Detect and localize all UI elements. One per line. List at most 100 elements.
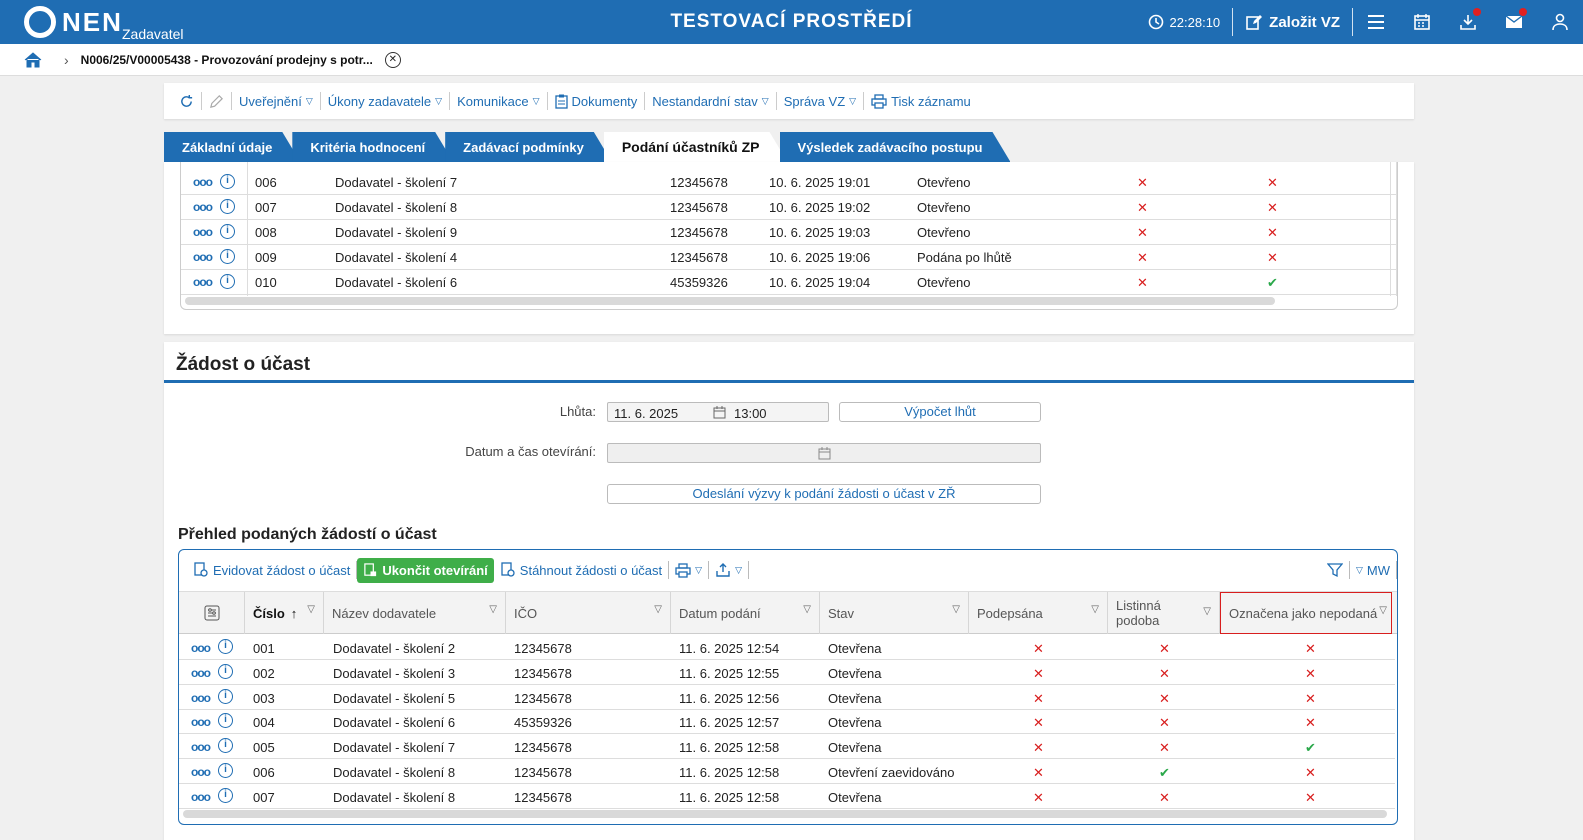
column-number[interactable]: Číslo ↑ ▽ xyxy=(245,592,324,634)
table-row[interactable]: ooo i 009 Dodavatel - školení 4 12345678… xyxy=(181,245,1397,270)
info-icon[interactable]: i xyxy=(218,639,233,654)
more-icon[interactable]: ooo xyxy=(193,200,213,214)
action-contracting-tasks[interactable]: Úkony zadavatele ▽ xyxy=(321,92,451,110)
table-row[interactable]: ooo i 001 Dodavatel - školení 2 12345678 11. … xyxy=(179,635,1395,660)
edit-button[interactable] xyxy=(202,92,232,110)
info-icon[interactable]: i xyxy=(218,738,233,754)
user-button[interactable] xyxy=(1537,0,1583,44)
table-row[interactable]: ooo i 006 Dodavatel - školení 8 12345678 11. … xyxy=(179,759,1395,784)
download-button[interactable] xyxy=(1445,0,1491,44)
table-row[interactable]: ooo i 006 Dodavatel - školení 7 12345678… xyxy=(181,170,1397,195)
notification-dot xyxy=(1473,8,1481,16)
nen-logo[interactable]: NEN xyxy=(24,5,123,39)
more-icon[interactable]: ooo xyxy=(191,641,211,655)
send-invitation-button[interactable]: Odeslání výzvy k podání žádosti o účast … xyxy=(607,484,1041,504)
column-state[interactable]: Stav ▽ xyxy=(820,592,969,634)
info-icon[interactable]: i xyxy=(218,787,233,803)
table-row[interactable]: ooo i 007 Dodavatel - školení 8 12345678 11. … xyxy=(179,784,1395,809)
calendar-button[interactable] xyxy=(1399,0,1445,44)
filter-icon[interactable]: ▽ xyxy=(803,604,811,615)
more-icon[interactable]: ooo xyxy=(193,275,213,289)
home-icon[interactable] xyxy=(24,51,42,69)
table-row[interactable]: ooo i 002 Dodavatel - školení 3 12345678 11. … xyxy=(179,660,1395,685)
mail-button[interactable] xyxy=(1491,0,1537,44)
filter-icon[interactable]: ▽ xyxy=(1203,606,1211,617)
column-paper-form[interactable]: Listinná podoba ▽ xyxy=(1108,592,1220,634)
table-row[interactable]: ooo i 004 Dodavatel - školení 6 45359326 11. … xyxy=(179,709,1395,735)
table-row[interactable]: ooo i 007 Dodavatel - školení 8 12345678… xyxy=(181,195,1397,220)
print-menu-button[interactable]: ▽ xyxy=(669,562,708,578)
tab-tender-conditions[interactable]: Zadávací podmínky xyxy=(445,132,612,162)
action-communication[interactable]: Komunikace ▽ xyxy=(450,92,548,110)
breadcrumb-title[interactable]: N006/25/V00005438 - Provozování prodejny… xyxy=(80,52,373,67)
view-menu-button[interactable]: ▽ MW xyxy=(1355,562,1390,578)
calc-deadlines-button[interactable]: Výpočet lhůt xyxy=(839,402,1041,422)
info-icon[interactable]: i xyxy=(220,274,235,289)
filter-icon[interactable]: ▽ xyxy=(489,604,497,615)
cell-supplier-name: Dodavatel - školení 7 xyxy=(333,740,456,756)
dropdown-icon: ▽ xyxy=(532,95,540,106)
filter-icon[interactable]: ▽ xyxy=(654,604,662,615)
action-documents[interactable]: Dokumenty xyxy=(548,92,646,110)
open-datetime-field[interactable] xyxy=(607,443,1041,463)
column-settings-button[interactable] xyxy=(179,592,245,634)
tab-evaluation-criteria[interactable]: Kritéria hodnocení xyxy=(292,132,453,162)
info-icon[interactable]: i xyxy=(220,249,235,264)
calendar-icon[interactable] xyxy=(818,447,831,460)
horizontal-scrollbar[interactable] xyxy=(185,297,1275,305)
more-icon[interactable]: ooo xyxy=(193,175,213,189)
more-icon[interactable]: ooo xyxy=(191,765,211,779)
table-row[interactable]: ooo i 010 Dodavatel - školení 6 45359326… xyxy=(181,270,1397,295)
info-icon[interactable]: i xyxy=(218,688,233,704)
info-icon[interactable]: i xyxy=(220,174,235,189)
more-icon[interactable]: ooo xyxy=(191,740,211,755)
filter-icon[interactable]: ▽ xyxy=(307,604,315,615)
cross-icon: ✕ xyxy=(1033,740,1044,756)
tab-procedure-result[interactable]: Výsledek zadávacího postupu xyxy=(780,132,1011,162)
info-icon[interactable]: i xyxy=(220,199,235,214)
more-icon[interactable]: ooo xyxy=(191,715,211,730)
horizontal-scrollbar[interactable] xyxy=(183,810,1387,818)
register-request-button[interactable]: Evidovat žádost o účast xyxy=(187,562,356,578)
column-signed[interactable]: Podepsána ▽ xyxy=(969,592,1108,634)
info-icon[interactable]: i xyxy=(218,763,233,778)
column-submit-date[interactable]: Datum podání ▽ xyxy=(671,592,820,634)
table-row[interactable]: ooo i 005 Dodavatel - školení 7 12345678 11. … xyxy=(179,734,1395,760)
filter-icon[interactable]: ▽ xyxy=(1091,604,1099,615)
column-marked-not-submitted[interactable]: Označena jako nepodaná ▽ xyxy=(1220,592,1392,634)
more-icon[interactable]: ooo xyxy=(191,665,211,680)
close-icon[interactable]: ✕ xyxy=(384,51,401,68)
info-icon[interactable]: i xyxy=(218,663,233,679)
filter-button[interactable] xyxy=(1321,562,1349,578)
refresh-icon xyxy=(181,94,193,107)
finish-opening-button[interactable]: Ukončit otevírání xyxy=(357,557,494,583)
deadline-field[interactable]: 11. 6. 2025 13:00 xyxy=(607,402,829,422)
create-vz-button[interactable]: Založit VZ xyxy=(1233,13,1352,31)
cell-ico: 12345678 xyxy=(514,641,572,656)
table-row[interactable]: ooo i 008 Dodavatel - školení 9 12345678… xyxy=(181,220,1397,245)
cell-state: Otevřena xyxy=(828,740,882,756)
action-print-record[interactable]: Tisk záznamu xyxy=(864,92,978,110)
action-vz-management[interactable]: Správa VZ ▽ xyxy=(777,92,865,110)
info-icon[interactable]: i xyxy=(218,713,233,729)
column-ico[interactable]: IČO ▽ xyxy=(506,592,671,634)
action-publication[interactable]: Uveřejnění ▽ xyxy=(232,92,321,110)
table-row[interactable]: ooo i 003 Dodavatel - školení 5 12345678 11. … xyxy=(179,685,1395,710)
menu-button[interactable] xyxy=(1353,0,1399,44)
filter-icon[interactable]: ▽ xyxy=(952,604,960,615)
info-icon[interactable]: i xyxy=(220,224,235,239)
more-icon[interactable]: ooo xyxy=(193,250,213,264)
refresh-button[interactable] xyxy=(172,92,202,110)
column-supplier-name[interactable]: Název dodavatele ▽ xyxy=(324,592,506,634)
tab-participant-submissions[interactable]: Podání účastníků ZP xyxy=(604,132,788,162)
more-icon[interactable]: ooo xyxy=(191,789,211,804)
user-icon xyxy=(1552,13,1568,31)
calendar-icon[interactable] xyxy=(713,406,726,419)
more-icon[interactable]: ooo xyxy=(191,690,211,705)
more-icon[interactable]: ooo xyxy=(193,225,213,239)
filter-icon[interactable]: ▽ xyxy=(1379,605,1387,616)
export-menu-button[interactable]: ▽ xyxy=(709,562,748,578)
download-requests-button[interactable]: Stáhnout žádosti o účast xyxy=(494,562,668,578)
action-nonstandard-state[interactable]: Nestandardní stav ▽ xyxy=(645,92,777,110)
tab-basic-info[interactable]: Základní údaje xyxy=(164,132,300,162)
